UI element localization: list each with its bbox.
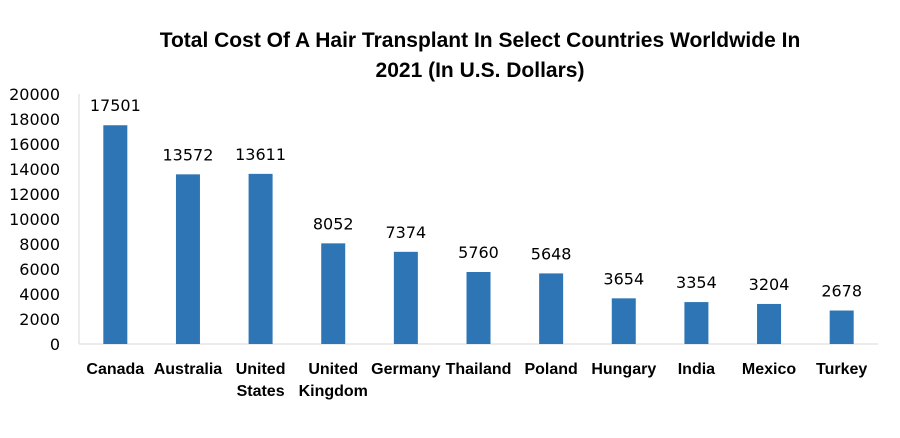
bar xyxy=(757,303,782,344)
x-tick-label: Australia xyxy=(154,361,223,378)
data-label: 13572 xyxy=(163,145,214,164)
x-tick-label: India xyxy=(678,361,715,378)
data-label: 13611 xyxy=(235,145,286,164)
y-tick-label: 16000 xyxy=(9,135,60,154)
data-label: 17501 xyxy=(90,96,141,115)
chart-title-line-1: Total Cost Of A Hair Transplant In Selec… xyxy=(159,29,801,52)
data-label: 3204 xyxy=(749,275,790,294)
data-label: 5648 xyxy=(531,244,572,263)
x-tick-label: Turkey xyxy=(816,361,867,378)
data-label: 5760 xyxy=(458,243,499,262)
x-tick-label: United Kingdom xyxy=(299,361,368,400)
data-label: 3654 xyxy=(603,269,644,288)
x-tick-label: Hungary xyxy=(591,361,656,378)
y-tick-label: 12000 xyxy=(9,185,60,204)
bar xyxy=(466,272,491,344)
y-tick-label: 20000 xyxy=(9,85,60,104)
data-label: 7374 xyxy=(386,223,427,242)
y-tick-label: 10000 xyxy=(9,210,60,229)
bar xyxy=(103,125,128,344)
x-tick-label: Thailand xyxy=(446,361,512,378)
x-tick-label: Germany xyxy=(371,361,440,378)
y-tick-label: 6000 xyxy=(19,260,60,279)
data-label: 3354 xyxy=(676,273,717,292)
x-tick-label: Mexico xyxy=(742,361,796,378)
x-tick-label: United States xyxy=(236,361,286,400)
x-tick-label: Canada xyxy=(86,361,144,378)
bar xyxy=(684,302,709,344)
bar xyxy=(539,273,564,344)
data-label: 2678 xyxy=(821,282,862,301)
bar xyxy=(611,298,636,344)
chart-title-line-2: 2021 (In U.S. Dollars) xyxy=(375,59,585,82)
bar xyxy=(321,243,346,344)
y-tick-label: 14000 xyxy=(9,160,60,179)
y-tick-label: 2000 xyxy=(19,310,60,329)
y-tick-label: 4000 xyxy=(19,285,60,304)
y-tick-label: 0 xyxy=(50,335,60,354)
y-tick-label: 8000 xyxy=(19,235,60,254)
data-label: 8052 xyxy=(313,214,354,233)
bar xyxy=(829,310,854,344)
chart-title: Total Cost Of A Hair Transplant In Selec… xyxy=(130,26,830,86)
y-tick-label: 18000 xyxy=(9,110,60,129)
bar xyxy=(393,251,418,344)
x-tick-label: Poland xyxy=(524,361,577,378)
bar xyxy=(248,173,273,344)
bar xyxy=(175,174,200,344)
